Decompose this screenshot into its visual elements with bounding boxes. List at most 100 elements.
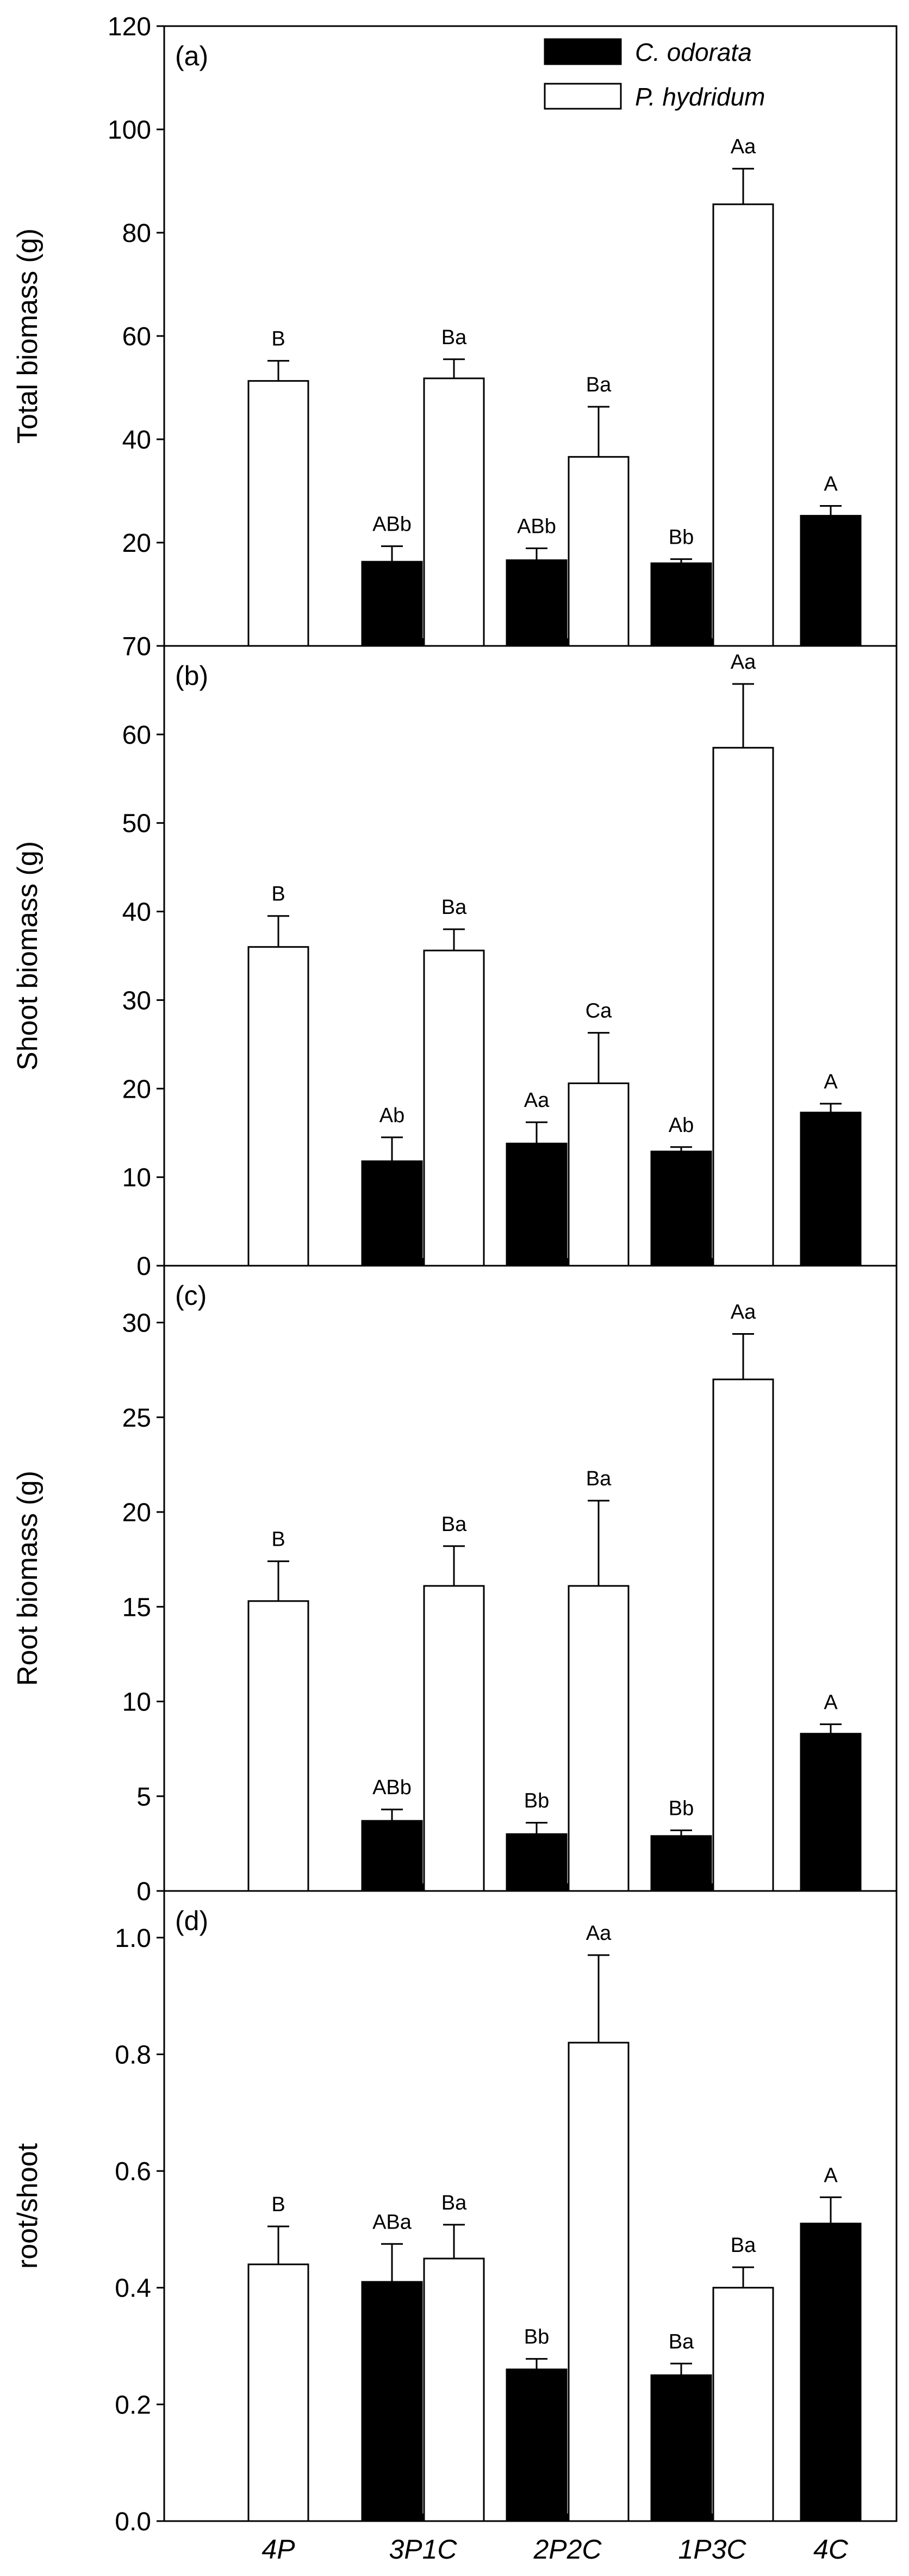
y-tick-label: 10 [122,1163,151,1192]
y-tick-label: 20 [122,1498,151,1527]
panel-c: 0 5 10 15 20 25 30 Root biomass (g) (c) ABb Bb Bb A B… [12,1265,898,1906]
bar-p-hydridum-1P3C [712,746,774,1267]
bar-c-odorata-3P1C [361,1160,423,1267]
y-tick-label: 20 [122,1075,151,1104]
legend-swatch [544,83,622,110]
category-label: 1P3C [678,2534,746,2565]
category-label: 2P2C [533,2534,602,2565]
significance-letter: Ca [586,1000,612,1023]
y-tick-label: 20 [122,529,151,558]
y-tick-label: 60 [122,721,151,750]
y-tick-label: 70 [122,632,151,661]
y-tick-label: 0.2 [115,2391,151,2419]
significance-letter: ABb [372,513,412,536]
bar-p-hydridum-2P2C [568,1082,630,1267]
bar-c-odorata-2P2C [506,1142,568,1267]
bar-c-odorata-3P1C [361,561,423,647]
panel-label: (d) [175,1906,208,1936]
bar-p-hydridum-2P2C [568,2042,630,2522]
bar-c-odorata-2P2C [506,2368,568,2522]
significance-letter: A [824,1691,838,1714]
y-tick-label: 30 [122,986,151,1015]
y-tick-label: 0 [136,632,151,661]
significance-letter: Ba [731,2234,756,2257]
significance-letter: Aa [524,1089,550,1112]
bar-c-odorata-1P3C [650,1150,712,1267]
y-tick-label: 1.0 [115,1924,151,1953]
category-label: 3P1C [389,2534,457,2565]
y-tick-label: 5 [136,1783,151,1812]
bar-c-odorata-4C [800,1111,862,1267]
y-tick-label: 0.8 [115,2040,151,2069]
bar-p-hydridum-4P [247,2263,309,2522]
significance-letter: Ab [379,1104,404,1127]
significance-letter: Ba [441,896,467,919]
y-axis-title: Total biomass (g) [12,228,43,444]
bar-p-hydridum-1P3C [712,2287,774,2522]
significance-letter: A [824,473,838,496]
category-label: 4P [262,2534,295,2565]
y-tick-label: 60 [122,322,151,351]
bar-p-hydridum-1P3C [712,203,774,647]
significance-letter: Ba [669,2330,694,2353]
category-label: 4C [813,2534,849,2565]
legend-swatch [544,38,622,65]
bar-c-odorata-4C [800,515,862,647]
significance-letter: Ba [441,1513,467,1536]
significance-letter: B [271,2193,285,2216]
bar-c-odorata-2P2C [506,1833,568,1892]
bar-p-hydridum-4P [247,1600,309,1892]
significance-letter: ABb [517,515,556,538]
significance-letter: Aa [731,651,756,674]
bar-c-odorata-4C [800,2223,862,2522]
panel-label: (c) [175,1280,207,1311]
bar-c-odorata-1P3C [650,2374,712,2522]
legend-label: P. hydridum [635,83,765,111]
significance-letter: Ba [586,374,612,396]
significance-letter: B [271,1528,285,1551]
significance-letter: Bb [524,1790,549,1813]
bar-p-hydridum-2P2C [568,456,630,647]
bar-p-hydridum-3P1C [423,2257,485,2522]
bar-c-odorata-3P1C [361,1820,423,1892]
significance-letter: Aa [731,1301,756,1323]
bar-p-hydridum-4P [247,946,309,1267]
significance-letter: Bb [669,526,694,549]
significance-letter: Ab [669,1114,694,1137]
y-tick-label: 25 [122,1404,151,1433]
significance-letter: Ba [586,1467,612,1490]
significance-letter: Bb [669,1797,694,1820]
panel-b: 0 10 20 30 40 50 60 70 Shoot biomass (g) (b) Ab Aa A… [12,632,898,1281]
category-labels: 4P 3P1C 2P2C 1P3C 4C [262,2534,848,2565]
y-tick-label: 0.0 [115,2507,151,2536]
panel-label: (b) [175,661,208,691]
bar-p-hydridum-1P3C [712,1378,774,1892]
y-tick-label: 100 [108,116,151,145]
y-axis-title: Shoot biomass (g) [12,841,43,1071]
y-axis-title: Root biomass (g) [12,1471,43,1686]
bar-p-hydridum-2P2C [568,1585,630,1892]
significance-letter: Ba [441,2192,467,2214]
significance-letter: B [271,328,285,351]
y-tick-label: 50 [122,810,151,838]
y-tick-label: 40 [122,898,151,927]
significance-letter: ABa [372,2211,412,2233]
bar-c-odorata-4C [800,1733,862,1892]
y-tick-label: 10 [122,1688,151,1717]
significance-letter: A [824,1071,838,1093]
y-tick-label: 30 [122,1309,151,1338]
y-tick-label: 0.4 [115,2274,151,2303]
y-tick-label: 0 [136,1877,151,1906]
bar-p-hydridum-3P1C [423,1585,485,1892]
significance-letter: Aa [731,135,756,158]
bar-c-odorata-1P3C [650,1835,712,1892]
bar-p-hydridum-3P1C [423,949,485,1267]
y-tick-label: 15 [122,1593,151,1622]
significance-letter: Ba [441,326,467,349]
significance-letter: A [824,2164,838,2187]
bar-c-odorata-2P2C [506,559,568,647]
bar-c-odorata-1P3C [650,562,712,647]
